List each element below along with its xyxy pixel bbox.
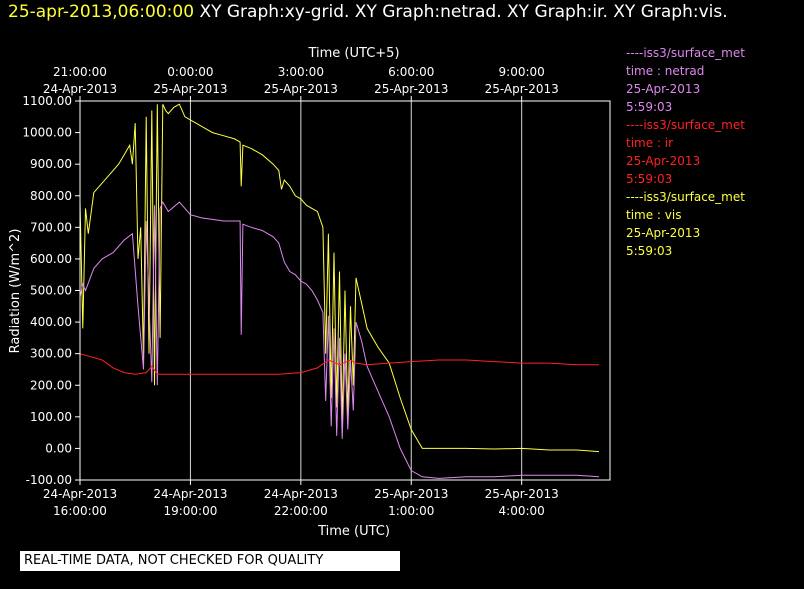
header-title: 25-apr-2013,06:00:00 XY Graph:xy-grid. X…: [8, 2, 728, 22]
legend: ----iss3/surface_met time : netrad 25-Apr-…: [626, 44, 745, 260]
y-tick-label: 1100.00: [22, 94, 72, 108]
x2-tick-time: 0:00:00: [167, 65, 213, 79]
y-tick-label: 200.00: [30, 378, 72, 392]
legend-time: 5:59:03: [626, 172, 673, 186]
x2-tick-time: 9:00:00: [499, 65, 545, 79]
y-tick-label: 600.00: [30, 252, 72, 266]
x-axis-top-ticks: 21:00:00 24-Apr-2013 0:00:00 25-Apr-2013 3:0…: [43, 65, 559, 101]
x-tick-date: 25-Apr-2013: [374, 487, 448, 501]
x-tick-date: 24-Apr-2013: [43, 487, 117, 501]
y-tick-label: 700.00: [30, 220, 72, 234]
x-axis-bottom-ticks: 24-Apr-2013 16:00:00 24-Apr-2013 19:00:00 24…: [43, 480, 559, 518]
x-tick-date: 24-Apr-2013: [264, 487, 338, 501]
y-tick-label: 900.00: [30, 157, 72, 171]
legend-var: time : ir: [626, 136, 674, 150]
legend-time: 5:59:03: [626, 244, 673, 258]
x-tick-time: 22:00:00: [274, 504, 328, 518]
y-tick-label: 500.00: [30, 284, 72, 298]
legend-date: 25-Apr-2013: [626, 82, 701, 96]
x2-tick-time: 6:00:00: [388, 65, 434, 79]
x-tick-time: 19:00:00: [163, 504, 217, 518]
y-axis-ticks: 1100.00 1000.00 900.00 800.00 700.00 600.00 50…: [22, 94, 80, 487]
series-line-ir: [79, 353, 599, 375]
y-tick-label: 400.00: [30, 315, 72, 329]
y-axis-label: Radiation (W/m^2): [8, 229, 23, 354]
y-tick-label: 1000.00: [22, 126, 72, 140]
quality-note: REAL-TIME DATA, NOT CHECKED FOR QUALITY: [20, 551, 400, 571]
x-tick-time: 4:00:00: [499, 504, 545, 518]
header-graph-list: XY Graph:xy-grid. XY Graph:netrad. XY Gr…: [199, 2, 728, 22]
series-line-netrad: [79, 200, 600, 479]
header-timestamp: 25-apr-2013,06:00:00: [8, 2, 195, 22]
x2-tick-date: 25-Apr-2013: [264, 82, 338, 96]
x-axis-label: Time (UTC): [317, 524, 390, 539]
x2-tick-date: 25-Apr-2013: [153, 82, 227, 96]
x-tick-date: 24-Apr-2013: [153, 487, 227, 501]
x-tick-time: 1:00:00: [388, 504, 434, 518]
chart-series: [79, 103, 600, 479]
legend-var: time : netrad: [626, 64, 705, 78]
legend-date: 25-Apr-2013: [626, 226, 701, 240]
x2-tick-time: 21:00:00: [53, 65, 107, 79]
y-tick-label: -100.00: [26, 473, 72, 487]
series-line-vis: [79, 103, 600, 453]
legend-time: 5:59:03: [626, 100, 673, 114]
x2-tick-date: 24-Apr-2013: [43, 82, 117, 96]
legend-name: ----iss3/surface_met: [626, 118, 745, 132]
legend-name: ----iss3/surface_met: [626, 46, 745, 60]
x2-tick-date: 25-Apr-2013: [374, 82, 448, 96]
x2-tick-time: 3:00:00: [278, 65, 324, 79]
legend-name: ----iss3/surface_met: [626, 190, 745, 204]
legend-var: time : vis: [626, 208, 682, 222]
y-tick-label: 0.00: [45, 441, 72, 455]
x2-axis-label: Time (UTC+5): [307, 46, 399, 61]
x2-tick-date: 25-Apr-2013: [485, 82, 559, 96]
x-tick-time: 16:00:00: [53, 504, 107, 518]
y-tick-label: 100.00: [30, 410, 72, 424]
x-tick-date: 25-Apr-2013: [485, 487, 559, 501]
legend-date: 25-Apr-2013: [626, 154, 701, 168]
y-tick-label: 300.00: [30, 347, 72, 361]
y-tick-label: 800.00: [30, 189, 72, 203]
